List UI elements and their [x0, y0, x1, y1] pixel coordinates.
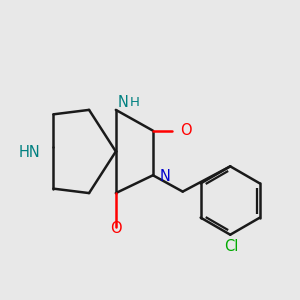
Text: O: O	[180, 123, 191, 138]
Text: N: N	[117, 95, 128, 110]
Text: HN: HN	[19, 146, 40, 160]
Text: Cl: Cl	[224, 239, 238, 254]
Text: H: H	[130, 96, 140, 109]
Text: O: O	[110, 221, 122, 236]
Text: N: N	[160, 169, 170, 184]
